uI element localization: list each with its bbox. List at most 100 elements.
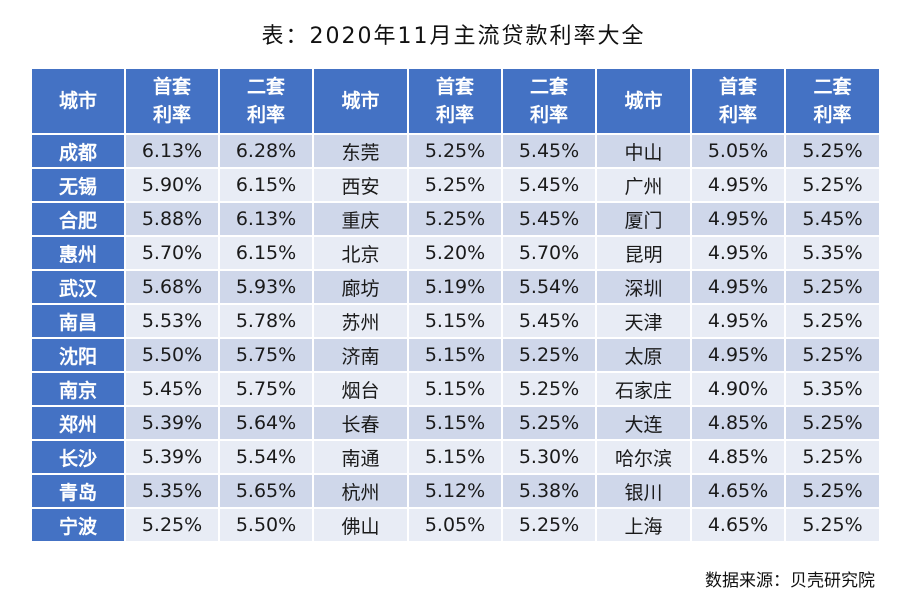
first-rate-cell: 5.25% (407, 167, 503, 203)
table-row: 南昌 5.53% 5.78% 苏州 5.15% 5.45% 天津 4.95% 5.25% (30, 303, 881, 339)
first-rate-cell: 4.65% (690, 473, 786, 509)
second-rate-cell: 5.25% (784, 439, 881, 475)
first-rate-cell: 5.15% (407, 439, 503, 475)
city-cell: 太原 (595, 337, 692, 373)
city-cell: 无锡 (30, 167, 126, 203)
city-cell: 佛山 (312, 507, 409, 543)
second-rate-cell: 6.13% (218, 201, 314, 237)
second-rate-cell: 5.30% (501, 439, 597, 475)
second-rate-cell: 5.45% (784, 201, 881, 237)
header-city: 城市 (595, 67, 692, 135)
table-row: 长沙 5.39% 5.54% 南通 5.15% 5.30% 哈尔滨 4.85% 5.25% (30, 439, 881, 475)
table-row: 成都 6.13% 6.28% 东莞 5.25% 5.45% 中山 5.05% 5.25% (30, 133, 881, 169)
table-row: 郑州 5.39% 5.64% 长春 5.15% 5.25% 大连 4.85% 5.25% (30, 405, 881, 441)
city-cell: 烟台 (312, 371, 409, 407)
header-row: 城市 首套 利率 二套 利率 城市 首套 利率 二套 利率 城市 首套 利率 二套 利率 (30, 67, 881, 135)
second-rate-cell: 5.25% (501, 337, 597, 373)
city-cell: 南通 (312, 439, 409, 475)
city-cell: 郑州 (30, 405, 126, 441)
second-rate-cell: 5.70% (501, 235, 597, 271)
city-cell: 深圳 (595, 269, 692, 305)
second-rate-cell: 5.75% (218, 371, 314, 407)
second-rate-cell: 5.25% (784, 133, 881, 169)
data-source-note: 数据来源：贝壳研究院 (705, 571, 875, 591)
first-rate-cell: 4.85% (690, 439, 786, 475)
first-rate-cell: 4.95% (690, 269, 786, 305)
first-rate-cell: 5.15% (407, 337, 503, 373)
first-rate-cell: 5.45% (124, 371, 220, 407)
first-rate-cell: 5.39% (124, 439, 220, 475)
city-cell: 沈阳 (30, 337, 126, 373)
city-cell: 成都 (30, 133, 126, 169)
city-cell: 哈尔滨 (595, 439, 692, 475)
second-rate-cell: 5.64% (218, 405, 314, 441)
second-rate-cell: 5.45% (501, 133, 597, 169)
city-cell: 廊坊 (312, 269, 409, 305)
city-cell: 杭州 (312, 473, 409, 509)
city-cell: 重庆 (312, 201, 409, 237)
second-rate-cell: 5.45% (501, 167, 597, 203)
second-rate-cell: 5.93% (218, 269, 314, 305)
city-cell: 宁波 (30, 507, 126, 543)
city-cell: 天津 (595, 303, 692, 339)
city-cell: 上海 (595, 507, 692, 543)
second-rate-cell: 5.25% (784, 269, 881, 305)
first-rate-cell: 4.95% (690, 201, 786, 237)
second-rate-cell: 5.25% (784, 337, 881, 373)
city-cell: 东莞 (312, 133, 409, 169)
city-cell: 南昌 (30, 303, 126, 339)
table-row: 南京 5.45% 5.75% 烟台 5.15% 5.25% 石家庄 4.90% 5.35% (30, 371, 881, 407)
city-cell: 武汉 (30, 269, 126, 305)
first-rate-cell: 5.68% (124, 269, 220, 305)
table-row: 惠州 5.70% 6.15% 北京 5.20% 5.70% 昆明 4.95% 5.35% (30, 235, 881, 271)
first-rate-cell: 5.35% (124, 473, 220, 509)
city-cell: 济南 (312, 337, 409, 373)
first-rate-cell: 5.90% (124, 167, 220, 203)
second-rate-cell: 5.50% (218, 507, 314, 543)
first-rate-cell: 4.85% (690, 405, 786, 441)
header-first-rate: 首套 利率 (124, 67, 220, 135)
second-rate-cell: 6.15% (218, 235, 314, 271)
table-row: 青岛 5.35% 5.65% 杭州 5.12% 5.38% 银川 4.65% 5.25% (30, 473, 881, 509)
city-cell: 银川 (595, 473, 692, 509)
table-title: 表：2020年11月主流贷款利率大全 (261, 24, 646, 49)
first-rate-cell: 5.39% (124, 405, 220, 441)
first-rate-cell: 5.05% (690, 133, 786, 169)
second-rate-cell: 5.35% (784, 235, 881, 271)
first-rate-cell: 5.25% (407, 133, 503, 169)
first-rate-cell: 5.15% (407, 303, 503, 339)
second-rate-cell: 5.25% (784, 507, 881, 543)
city-cell: 苏州 (312, 303, 409, 339)
city-cell: 西安 (312, 167, 409, 203)
first-rate-cell: 5.15% (407, 371, 503, 407)
second-rate-cell: 5.25% (501, 371, 597, 407)
second-rate-cell: 5.38% (501, 473, 597, 509)
header-second-rate: 二套 利率 (218, 67, 314, 135)
first-rate-cell: 6.13% (124, 133, 220, 169)
table-row: 无锡 5.90% 6.15% 西安 5.25% 5.45% 广州 4.95% 5.25% (30, 167, 881, 203)
first-rate-cell: 4.95% (690, 235, 786, 271)
first-rate-cell: 5.19% (407, 269, 503, 305)
second-rate-cell: 5.75% (218, 337, 314, 373)
header-first-rate: 首套 利率 (407, 67, 503, 135)
city-cell: 青岛 (30, 473, 126, 509)
table-row: 宁波 5.25% 5.50% 佛山 5.05% 5.25% 上海 4.65% 5.25% (30, 507, 881, 543)
first-rate-cell: 5.15% (407, 405, 503, 441)
first-rate-cell: 5.05% (407, 507, 503, 543)
city-cell: 厦门 (595, 201, 692, 237)
table-row: 武汉 5.68% 5.93% 廊坊 5.19% 5.54% 深圳 4.95% 5.25% (30, 269, 881, 305)
city-cell: 合肥 (30, 201, 126, 237)
first-rate-cell: 4.65% (690, 507, 786, 543)
second-rate-cell: 5.45% (501, 201, 597, 237)
header-first-rate: 首套 利率 (690, 67, 786, 135)
first-rate-cell: 4.95% (690, 303, 786, 339)
city-cell: 昆明 (595, 235, 692, 271)
first-rate-cell: 4.90% (690, 371, 786, 407)
header-city: 城市 (312, 67, 409, 135)
first-rate-cell: 4.95% (690, 167, 786, 203)
table-row: 合肥 5.88% 6.13% 重庆 5.25% 5.45% 厦门 4.95% 5.45% (30, 201, 881, 237)
second-rate-cell: 6.28% (218, 133, 314, 169)
first-rate-cell: 5.25% (124, 507, 220, 543)
city-cell: 长沙 (30, 439, 126, 475)
header-second-rate: 二套 利率 (501, 67, 597, 135)
